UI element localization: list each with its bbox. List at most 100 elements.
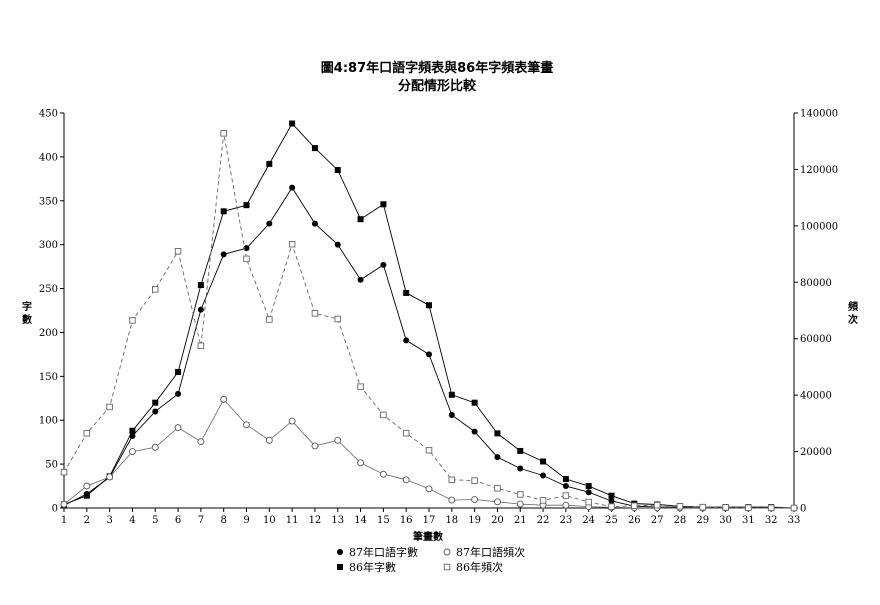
chart-subtitle: 分配情形比較 bbox=[398, 78, 477, 94]
data-point bbox=[653, 501, 661, 509]
data-point bbox=[425, 485, 433, 493]
y-axis-right-title: 頻次 bbox=[848, 300, 858, 326]
y-right-tick-label: 120000 bbox=[800, 165, 838, 176]
data-point bbox=[83, 429, 91, 437]
x-tick-label: 25 bbox=[605, 515, 618, 526]
data-point bbox=[379, 470, 387, 478]
data-point bbox=[334, 315, 342, 323]
data-point bbox=[220, 208, 227, 215]
data-point bbox=[585, 498, 592, 506]
data-point bbox=[311, 145, 318, 152]
data-point bbox=[517, 447, 524, 454]
data-point bbox=[334, 241, 341, 248]
data-point bbox=[608, 497, 615, 504]
data-point bbox=[585, 483, 592, 490]
data-point bbox=[471, 399, 478, 406]
data-point bbox=[471, 477, 478, 484]
x-tick-label: 12 bbox=[309, 515, 322, 526]
data-point bbox=[220, 395, 228, 403]
data-point bbox=[197, 282, 204, 289]
x-axis-title: 筆畫數 bbox=[413, 530, 443, 543]
x-tick-label: 3 bbox=[106, 515, 112, 526]
x-tick-label: 6 bbox=[175, 515, 181, 526]
legend-marker bbox=[337, 564, 343, 570]
data-point bbox=[129, 427, 136, 434]
data-point bbox=[722, 504, 729, 511]
legend-label: 87年口語字數 bbox=[349, 545, 418, 559]
data-point bbox=[562, 476, 569, 483]
y-axis-left-title: 字數 bbox=[22, 300, 32, 326]
data-point bbox=[380, 201, 387, 208]
data-point bbox=[494, 485, 501, 492]
data-point bbox=[608, 503, 615, 510]
data-point bbox=[197, 306, 204, 313]
data-point bbox=[448, 476, 456, 484]
y-right-tick-label: 140000 bbox=[800, 109, 838, 120]
y-left-tick-label: 400 bbox=[39, 152, 58, 163]
x-tick-label: 1 bbox=[61, 515, 67, 526]
x-tick-label: 27 bbox=[651, 515, 664, 526]
x-tick-label: 29 bbox=[696, 515, 709, 526]
data-point bbox=[426, 302, 432, 309]
data-point bbox=[380, 261, 387, 268]
data-point bbox=[745, 504, 752, 511]
data-point bbox=[448, 411, 455, 418]
data-point bbox=[265, 436, 273, 444]
legend-label: 86年頻次 bbox=[456, 560, 503, 574]
data-point bbox=[493, 498, 501, 506]
data-point bbox=[243, 255, 250, 263]
data-point bbox=[175, 368, 182, 375]
axes: 0 50 100 150 200 250 300 350 400 450 0 20000 40000 60… bbox=[39, 109, 838, 527]
x-tick-label: 21 bbox=[514, 515, 527, 526]
data-point bbox=[152, 399, 159, 406]
data-point bbox=[425, 446, 433, 454]
data-point bbox=[540, 458, 547, 465]
data-point bbox=[311, 220, 318, 227]
x-tick-label: 16 bbox=[400, 515, 413, 526]
x-tick-label: 10 bbox=[263, 515, 276, 526]
data-point bbox=[539, 497, 547, 504]
data-point bbox=[699, 503, 707, 511]
legend-item: 87年口語字數 bbox=[337, 545, 418, 559]
x-tick-label: 24 bbox=[582, 515, 595, 526]
legend-item: 86年字數 bbox=[337, 560, 396, 574]
x-tick-label: 28 bbox=[674, 515, 687, 526]
data-point bbox=[311, 310, 319, 317]
x-tick-label: 26 bbox=[628, 515, 641, 526]
data-point bbox=[494, 430, 501, 437]
data-point bbox=[334, 436, 342, 444]
data-point bbox=[174, 424, 182, 432]
x-tick-label: 19 bbox=[468, 515, 481, 526]
data-point bbox=[562, 483, 569, 490]
y-left-tick-label: 200 bbox=[39, 328, 58, 339]
y-right-tick-label: 60000 bbox=[800, 334, 832, 345]
data-point bbox=[60, 468, 68, 476]
data-point bbox=[403, 289, 410, 296]
data-point bbox=[357, 383, 364, 390]
data-point bbox=[266, 220, 273, 227]
y-left-tick-label: 100 bbox=[39, 416, 58, 427]
x-tick-label: 8 bbox=[221, 515, 227, 526]
y-left-tick-label: 300 bbox=[39, 240, 58, 251]
data-point bbox=[288, 240, 296, 248]
data-point bbox=[608, 492, 615, 499]
data-point bbox=[631, 502, 638, 509]
data-point bbox=[175, 390, 182, 397]
data-point bbox=[311, 442, 319, 450]
x-tick-label: 2 bbox=[84, 515, 90, 526]
y-left-tick-label: 0 bbox=[52, 504, 58, 515]
data-point bbox=[380, 411, 387, 419]
x-tick-label: 9 bbox=[243, 515, 249, 526]
data-point bbox=[516, 500, 524, 508]
data-point bbox=[289, 120, 296, 127]
data-point bbox=[426, 351, 432, 358]
y-left-tick-label: 250 bbox=[39, 284, 58, 295]
data-point bbox=[494, 454, 501, 461]
x-tick-label: 23 bbox=[560, 515, 573, 526]
legend-marker bbox=[337, 549, 343, 555]
series-4 bbox=[60, 130, 798, 512]
x-tick-label: 14 bbox=[354, 515, 367, 526]
data-point bbox=[585, 489, 592, 496]
data-point bbox=[767, 504, 775, 512]
